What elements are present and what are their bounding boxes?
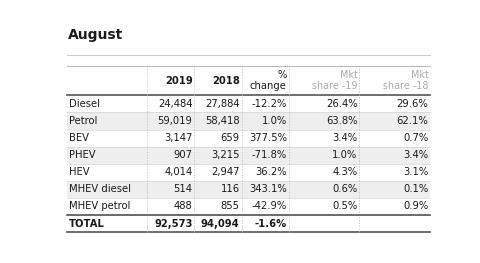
Text: 3.4%: 3.4% [403,150,428,160]
Text: 0.1%: 0.1% [403,184,428,194]
Text: -71.8%: -71.8% [252,150,287,160]
Text: HEV: HEV [69,167,90,177]
Text: -1.6%: -1.6% [254,219,287,229]
Text: MHEV diesel: MHEV diesel [69,184,132,194]
Text: Petrol: Petrol [69,116,97,126]
Text: 0.9%: 0.9% [403,201,428,211]
Text: MHEV petrol: MHEV petrol [69,201,131,211]
Text: 36.2%: 36.2% [255,167,287,177]
Text: 59,019: 59,019 [157,116,192,126]
Text: Mkt
share -18: Mkt share -18 [383,70,428,92]
Text: 3.4%: 3.4% [333,133,358,143]
Text: 29.6%: 29.6% [396,99,428,109]
Text: 3.1%: 3.1% [403,167,428,177]
Text: PHEV: PHEV [69,150,96,160]
Text: Diesel: Diesel [69,99,100,109]
Text: 4,014: 4,014 [164,167,192,177]
Text: 2019: 2019 [165,76,192,86]
Text: Mkt
share -19: Mkt share -19 [312,70,358,92]
Text: 24,484: 24,484 [158,99,192,109]
Text: 1.0%: 1.0% [332,150,358,160]
Text: 62.1%: 62.1% [396,116,428,126]
Bar [67,181,430,198]
Text: -42.9%: -42.9% [252,201,287,211]
Text: 92,573: 92,573 [154,219,192,229]
Text: 0.6%: 0.6% [332,184,358,194]
Text: 2018: 2018 [212,76,240,86]
Text: 855: 855 [221,201,240,211]
Bar [67,113,430,129]
Text: 0.7%: 0.7% [403,133,428,143]
Text: 659: 659 [220,133,240,143]
Text: %
change: % change [250,70,287,92]
Text: 26.4%: 26.4% [326,99,358,109]
Text: 1.0%: 1.0% [262,116,287,126]
Text: 0.5%: 0.5% [332,201,358,211]
Text: -12.2%: -12.2% [252,99,287,109]
Text: 27,884: 27,884 [205,99,240,109]
Text: 2,947: 2,947 [211,167,240,177]
Text: 907: 907 [174,150,192,160]
Text: 488: 488 [174,201,192,211]
Text: 94,094: 94,094 [201,219,240,229]
Text: 63.8%: 63.8% [326,116,358,126]
Text: 3,147: 3,147 [164,133,192,143]
Bar [67,146,430,164]
Text: 343.1%: 343.1% [249,184,287,194]
Text: 377.5%: 377.5% [249,133,287,143]
Text: TOTAL: TOTAL [69,219,105,229]
Text: August: August [67,28,123,42]
Text: 3,215: 3,215 [211,150,240,160]
Text: 58,418: 58,418 [205,116,240,126]
Text: BEV: BEV [69,133,89,143]
Text: 116: 116 [220,184,240,194]
Text: 4.3%: 4.3% [333,167,358,177]
Text: 514: 514 [174,184,192,194]
